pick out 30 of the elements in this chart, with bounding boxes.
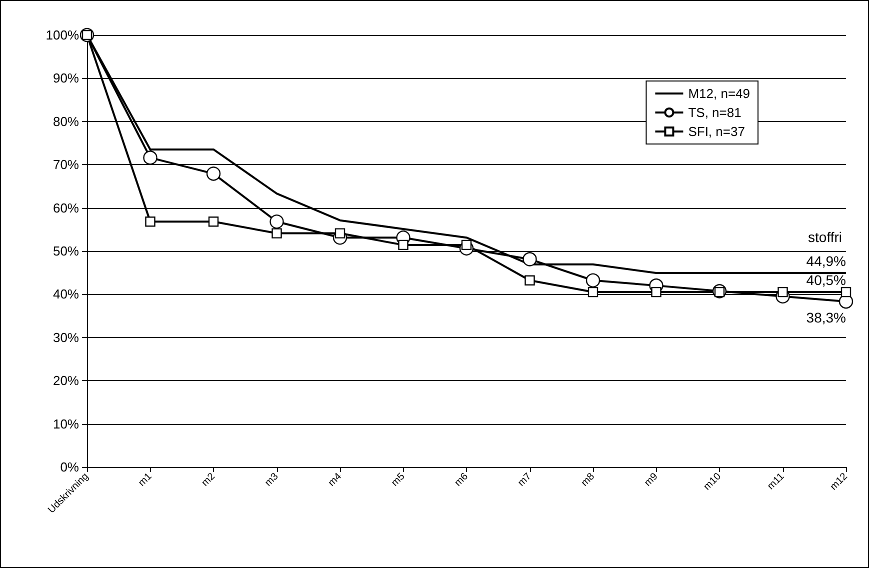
y-tick-label: 90%	[52, 70, 80, 86]
y-tick-label: 20%	[52, 373, 80, 388]
x-tick-label: m7	[516, 470, 534, 489]
x-tick-label: m10	[702, 470, 724, 493]
y-tick-label: 30%	[52, 330, 80, 345]
annotation: 44,9%	[806, 253, 846, 270]
x-tick-label: m5	[390, 470, 408, 489]
x-tick-label: m6	[452, 470, 471, 489]
y-tick-label: 100%	[46, 28, 80, 42]
annotation: 38,3%	[806, 310, 846, 326]
annotation: 40,5%	[806, 272, 846, 288]
legend-label: SFI, n=37	[688, 124, 745, 139]
annotation: stoffri	[808, 229, 842, 246]
x-tick-label: m11	[766, 470, 787, 492]
y-tick-label: 50%	[52, 244, 80, 258]
x-tick-label: m8	[579, 470, 598, 489]
legend-label: TS, n=81	[688, 105, 742, 120]
x-tick-label: m9	[642, 470, 660, 489]
x-tick-label: m1	[136, 470, 154, 489]
y-tick-label: 10%	[52, 416, 80, 432]
x-tick-label: m12	[828, 470, 850, 493]
legend-label: M12, n=49	[688, 86, 750, 101]
y-tick-label: 60%	[52, 200, 80, 216]
y-tick-label: 0%	[60, 460, 80, 474]
x-tick-label: m3	[263, 470, 281, 489]
y-tick-label: 70%	[52, 157, 80, 172]
x-tick-label: m2	[200, 470, 218, 489]
y-tick-label: 80%	[52, 114, 80, 129]
x-tick-label: m4	[326, 470, 344, 489]
y-tick-label: 40%	[52, 286, 80, 302]
